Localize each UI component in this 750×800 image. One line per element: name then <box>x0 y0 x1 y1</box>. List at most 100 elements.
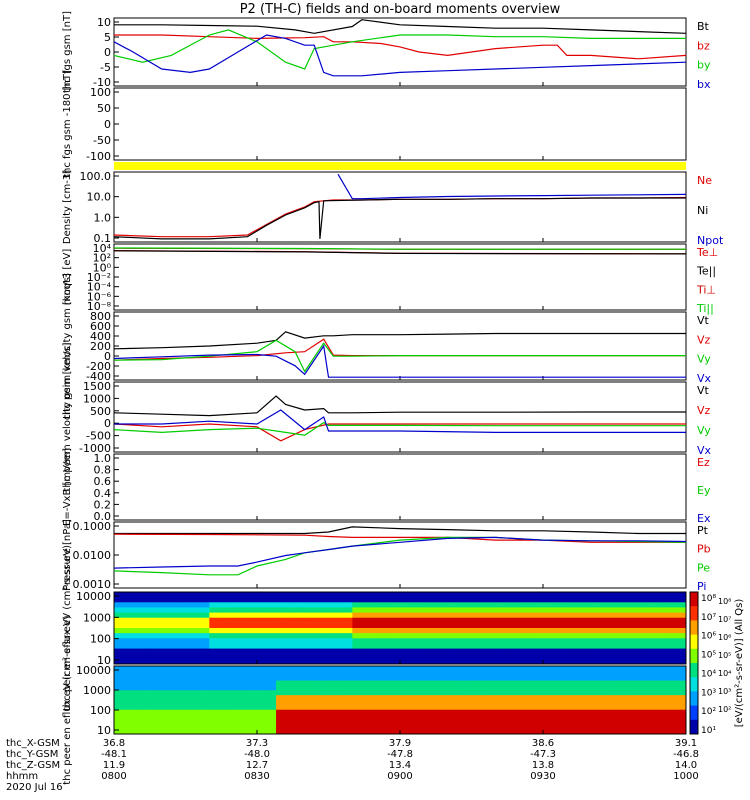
spectrogram-cell <box>676 690 687 696</box>
spectrogram-cell <box>209 670 220 677</box>
spectrogram-cell <box>133 658 144 665</box>
spectrogram-cell <box>218 714 229 720</box>
spectrogram-cell <box>180 670 191 677</box>
spectrogram-cell <box>514 670 525 677</box>
spectrogram-cell <box>342 617 353 624</box>
spectrogram-cell <box>533 695 544 701</box>
spectrogram-cell <box>638 729 649 735</box>
spectrogram-cell <box>457 709 468 716</box>
time-tick-label: 13.4 <box>389 760 411 771</box>
spectrogram-cell <box>266 709 277 716</box>
spectrogram-cell <box>114 633 125 639</box>
spectrogram-cell <box>533 709 544 716</box>
spectrogram-cell <box>114 714 125 720</box>
spectrogram-cell <box>152 724 163 730</box>
spectrogram-cell <box>180 714 191 720</box>
spectrogram-cell <box>237 695 248 701</box>
spectrogram-cell <box>409 704 420 711</box>
spectrogram-cell <box>666 675 677 682</box>
spectrogram-cell <box>495 680 506 686</box>
spectrogram-cell <box>657 612 668 619</box>
spectrogram-cell <box>199 658 210 665</box>
spectrogram-cell <box>295 675 306 682</box>
spectrogram-cell <box>247 695 258 701</box>
spectrogram-cell <box>133 690 144 696</box>
spectrogram-cell <box>438 633 449 639</box>
spectrogram-cell <box>409 690 420 696</box>
spectrogram-cell <box>133 695 144 701</box>
spectrogram-cell <box>571 724 582 730</box>
spectrogram-cell <box>123 709 134 716</box>
legend-entry: Vy <box>697 424 711 437</box>
spectrogram-cell <box>400 700 411 706</box>
spectrogram-cell <box>380 643 391 650</box>
spectrogram-cell <box>152 658 163 665</box>
spectrogram-cell <box>590 592 601 598</box>
legend-entry: Pt <box>697 524 709 537</box>
spectrogram-cell <box>543 617 554 624</box>
spectrogram-cell <box>361 666 372 672</box>
y-tick-label: 800 <box>90 310 111 323</box>
plot-title: P2 (TH-C) fields and on-board moments ov… <box>240 2 561 17</box>
spectrogram-cell <box>342 685 353 691</box>
spectrogram-cell <box>600 592 611 598</box>
spectrogram-cell <box>333 607 344 614</box>
spectrogram-cell <box>571 633 582 639</box>
spectrogram-cell <box>466 719 477 725</box>
spectrogram-cell <box>457 695 468 701</box>
spectrogram-cell <box>371 592 382 598</box>
spectrogram-cell <box>247 714 258 720</box>
spectrogram-cell <box>228 592 239 598</box>
spectrogram-cell <box>152 695 163 701</box>
spectrogram-cell <box>657 714 668 720</box>
spectrogram-cell <box>371 607 382 614</box>
series-line-Ti|| <box>113 247 686 250</box>
spectrogram-cell <box>371 653 382 660</box>
legend-entry: bx <box>697 78 711 91</box>
spectrogram-cell <box>390 680 401 686</box>
spectrogram-cell <box>438 704 449 711</box>
spectrogram-cell <box>657 628 668 634</box>
spectrogram-cell <box>276 602 287 608</box>
spectrogram-cell <box>419 724 430 730</box>
spectrogram-cell <box>600 709 611 716</box>
spectrogram-cell <box>257 602 268 608</box>
spectrogram-cell <box>218 633 229 639</box>
spectrogram-cell <box>342 638 353 644</box>
spectrogram-cell <box>161 685 172 691</box>
spectrogram-cell <box>247 690 258 696</box>
spectrogram-cell <box>533 729 544 735</box>
spectrogram-cell <box>628 653 639 660</box>
spectrogram-cell <box>247 666 258 672</box>
spectrogram-cell <box>304 719 315 725</box>
spectrogram-cell <box>218 653 229 660</box>
spectrogram-cell <box>457 700 468 706</box>
spectrogram-cell <box>295 607 306 614</box>
spectrogram-cell <box>533 714 544 720</box>
spectrogram-cell <box>323 633 334 639</box>
spectrogram-cell <box>323 704 334 711</box>
spectrogram-cell <box>123 729 134 735</box>
spectrogram-cell <box>409 700 420 706</box>
spectrogram-cell <box>190 675 201 682</box>
series-line-Pi <box>113 536 687 569</box>
spectrogram-cell <box>657 607 668 614</box>
spectrogram-cell <box>657 719 668 725</box>
spectrogram-cell <box>400 709 411 716</box>
spectrogram-cell <box>581 666 592 672</box>
spectrogram-cell <box>676 666 687 672</box>
spectrogram-cell <box>380 704 391 711</box>
spectrogram-cell <box>352 602 363 608</box>
spectrogram-cell <box>257 714 268 720</box>
spectrogram-cell <box>428 633 439 639</box>
spectrogram-cell <box>495 628 506 634</box>
spectrogram-cell <box>543 709 554 716</box>
spectrogram-cell <box>666 729 677 735</box>
spectrogram-cell <box>419 658 430 665</box>
spectrogram-cell <box>457 724 468 730</box>
spectrogram-cell <box>676 719 687 725</box>
y-tick-label: 10⁴ <box>93 242 112 255</box>
spectrogram-cell <box>247 612 258 619</box>
y-tick-label: -400 <box>86 370 111 383</box>
